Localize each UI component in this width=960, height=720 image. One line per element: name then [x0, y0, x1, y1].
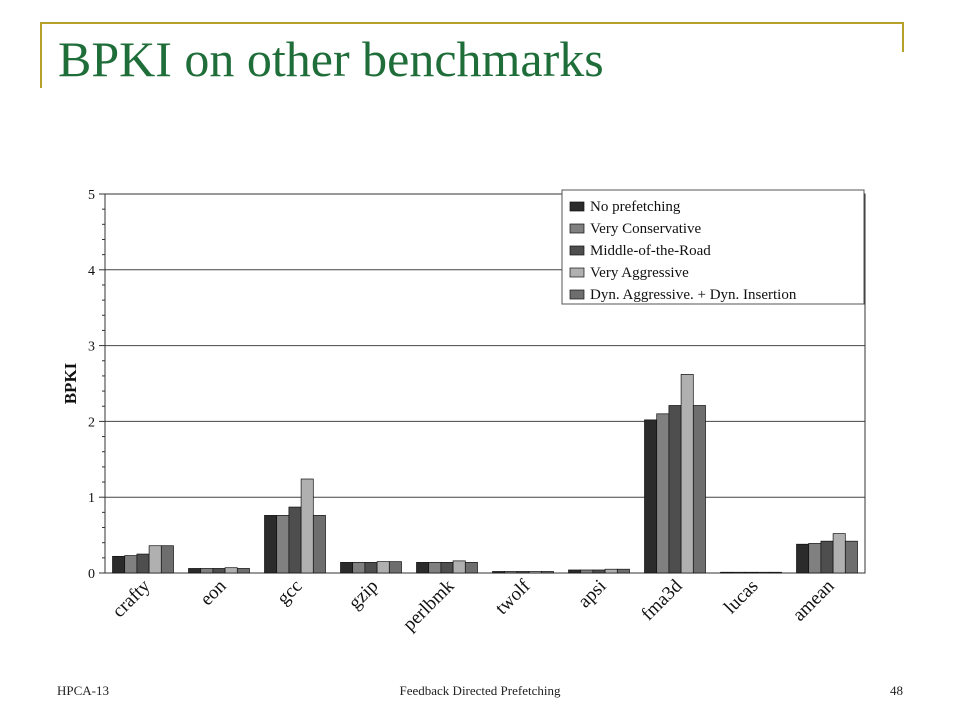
x-tick-label: perlbmk [399, 575, 459, 635]
legend-swatch [569, 201, 585, 212]
x-tick-label: gcc [273, 576, 306, 609]
bar [352, 562, 366, 574]
bar [224, 567, 238, 574]
bar [808, 543, 822, 574]
footer-talk-title: Feedback Directed Prefetching [399, 683, 561, 698]
bar [376, 561, 390, 574]
bar [440, 562, 454, 574]
y-tick-label: 1 [88, 491, 95, 506]
legend-swatch [569, 267, 585, 278]
bar [428, 562, 442, 574]
bar [300, 478, 314, 574]
bar [124, 555, 138, 574]
footer-slide-number: 48 [890, 683, 903, 698]
bar [464, 562, 478, 574]
legend-label: Dyn. Aggressive. + Dyn. Insertion [590, 287, 797, 303]
bar [136, 553, 150, 574]
y-tick-label: 4 [88, 264, 95, 279]
x-tick-label: crafty [108, 575, 155, 622]
legend-swatch [569, 245, 585, 256]
y-axis-label: BPKI [61, 362, 80, 404]
x-tick-label: amean [789, 575, 839, 625]
bar [504, 571, 518, 574]
legend-label: Very Conservative [590, 221, 702, 237]
x-tick-label: eon [196, 575, 231, 610]
bar [452, 560, 466, 574]
legend-swatch [569, 223, 585, 234]
bar [616, 568, 630, 574]
bar [236, 568, 250, 574]
footer-conference: HPCA-13 [57, 683, 110, 698]
bar [744, 571, 758, 574]
x-tick-label: gzip [345, 576, 383, 614]
bar [528, 571, 542, 574]
bar [668, 405, 682, 574]
legend-label: Middle-of-the-Road [590, 243, 711, 259]
y-tick-label: 3 [88, 340, 95, 355]
legend-box [561, 189, 865, 305]
bar [720, 571, 734, 574]
bar [212, 568, 226, 574]
bar [160, 545, 174, 574]
bar [516, 571, 530, 574]
bar [592, 569, 606, 574]
legend-label: No prefetching [590, 199, 681, 215]
bar [148, 545, 162, 574]
bar [312, 515, 326, 574]
bar [796, 543, 810, 574]
bar [604, 568, 618, 574]
bar [416, 562, 430, 574]
title-rule-right [902, 22, 904, 52]
title-rule-top [40, 22, 904, 24]
x-tick-label: twolf [491, 575, 535, 619]
bpki-bar-chart: 0 1 2 3 4 5 BPKI crafty eon gcc gzip perlbmk twolf ap… [61, 188, 866, 635]
bar [832, 533, 846, 574]
bar [568, 569, 582, 574]
bar [768, 571, 782, 574]
slide-title: BPKI on other benchmarks [58, 31, 604, 87]
bar [756, 571, 770, 574]
bar [276, 515, 290, 574]
bar [540, 571, 554, 574]
bar [492, 571, 506, 574]
x-tick-label: lucas [720, 576, 762, 618]
y-tick-label: 2 [88, 415, 95, 430]
bar [112, 555, 126, 574]
legend-swatch [569, 289, 585, 300]
bar [200, 568, 214, 574]
bar [580, 569, 594, 574]
bar [680, 374, 694, 574]
y-tick-label: 5 [88, 188, 95, 203]
bar [820, 540, 834, 574]
bar [388, 561, 402, 574]
bar [692, 405, 706, 574]
x-tick-label: fma3d [637, 575, 687, 625]
bar [364, 562, 378, 574]
bar [188, 568, 202, 574]
bar [288, 506, 302, 574]
bar [340, 562, 354, 574]
bar [656, 413, 670, 574]
title-rule-left [40, 22, 42, 88]
y-tick-label: 0 [88, 567, 95, 582]
x-tick-label: apsi [574, 576, 610, 612]
bar [732, 571, 746, 574]
bar [264, 515, 278, 574]
legend-label: Very Aggressive [590, 265, 689, 281]
bar [644, 419, 658, 574]
bar [844, 540, 858, 574]
plot-frame [104, 193, 866, 574]
